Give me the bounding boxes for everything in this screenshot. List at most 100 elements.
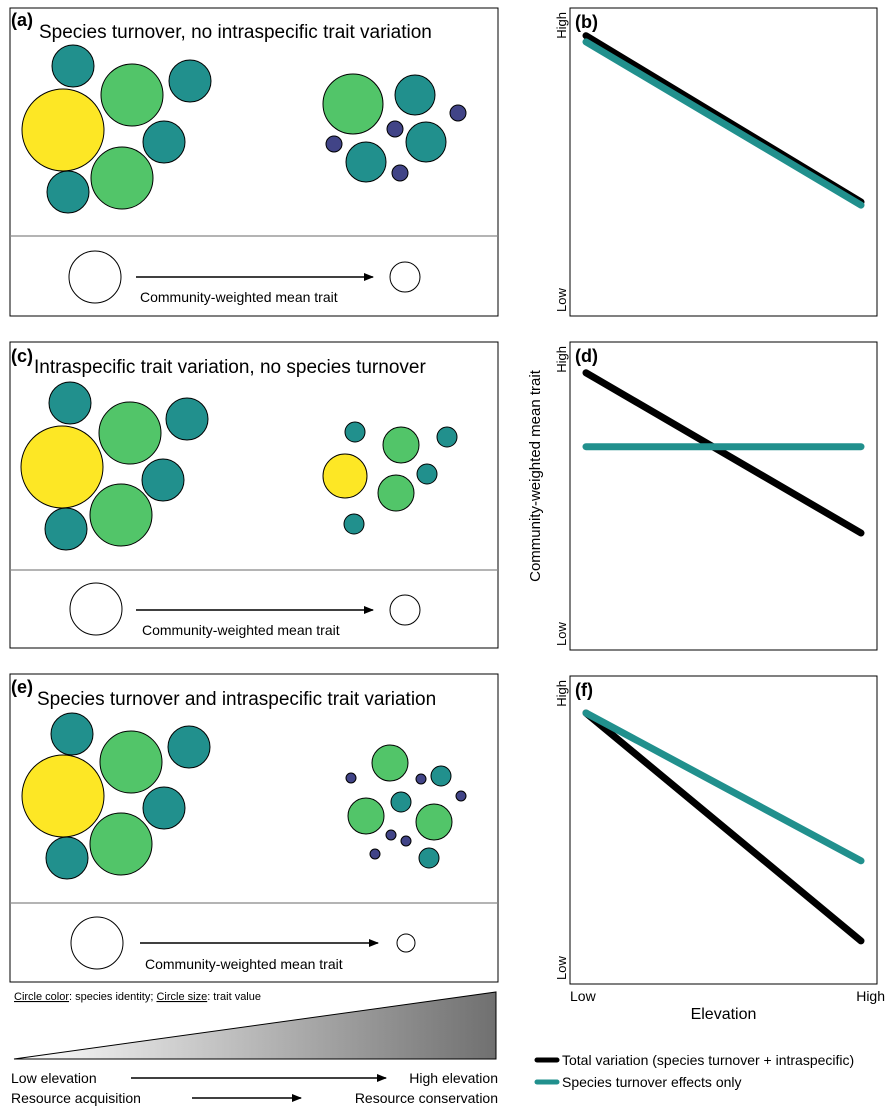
species-circle-teal [165,397,209,441]
chart-f-x-tick-high: High [856,988,885,1004]
species-circle-green [89,812,153,876]
chart-d-series-total [582,369,865,537]
species-circle-teal [394,74,436,116]
species-circle-purple [386,120,404,138]
species-circle-teal [44,507,88,551]
panel-e-title: Species turnover and intraspecific trait… [37,689,436,710]
species-circle-yellow [21,754,105,838]
circle-size-label: Circle size [156,991,207,1003]
species-circle-teal [168,59,212,103]
species-circle-teal [141,458,185,502]
panel-c-cwm-label: Community-weighted mean trait [142,622,340,638]
chart-f-y-tick-low: Low [554,956,569,980]
species-circle-green [322,73,384,135]
cwm-circle-small [389,594,421,626]
species-circle-green [100,63,164,127]
species-circle-teal [48,381,92,425]
species-circle-green [382,426,420,464]
chart-b-frame [569,7,878,317]
species-circle-green [99,730,163,794]
species-circle-teal [46,170,90,214]
cwm-circle-large [69,582,123,636]
cwm-circle-large [68,250,122,304]
panel-a-circles [21,44,467,214]
species-circle-purple [415,773,427,785]
species-circle-green [347,797,385,835]
species-circle-purple [345,772,357,784]
chart-b-letter: (b) [575,12,598,32]
species-circle-teal [167,725,211,769]
species-circle-teal [418,847,440,869]
chart-d: (d) Low High Community-weighted mean trait [527,341,878,651]
chart-d-frame [569,341,878,651]
chart-f: (f) Low High Low High Elevation [554,675,885,1023]
panel-e-circles [21,712,467,880]
panel-c-letter: (c) [11,346,33,366]
panel-c-title: Intraspecific trait variation, no specie… [34,357,426,378]
circle-caption: Circle color: species identity; Circle s… [14,991,261,1003]
chart-b-series-turnover [582,38,865,209]
circle-color-text: : species identity; [69,991,156,1003]
species-circle-teal [405,121,447,163]
species-circle-green [98,401,162,465]
panel-a-cwm-label: Community-weighted mean trait [140,289,338,305]
species-circle-teal [436,426,458,448]
species-circle-teal [51,44,95,88]
species-circle-teal [416,463,438,485]
chart-f-x-axis-label: Elevation [691,1006,757,1023]
chart-b: (b) Low High [554,7,878,317]
species-circle-purple [400,835,412,847]
species-circle-yellow [322,453,368,499]
panel-a-title: Species turnover, no intraspecific trait… [39,22,432,43]
chart-b-y-tick-high: High [554,12,569,39]
circle-color-label: Circle color [14,991,69,1003]
resource-acquisition-label: Resource acquisition [11,1090,141,1106]
species-circle-teal [390,791,412,813]
species-circle-green [377,474,415,512]
line-charts: (b) Low High (d) Low High Community-weighted m… [527,7,885,1023]
species-circle-green [90,146,154,210]
high-elevation-label: High elevation [409,1070,498,1086]
chart-f-y-tick-high: High [554,680,569,707]
species-circle-teal [343,513,365,535]
low-elevation-label: Low elevation [11,1070,97,1086]
species-circle-purple [385,829,397,841]
species-circle-purple [325,135,343,153]
species-circle-yellow [20,425,104,509]
panel-e: (e) Species turnover and intraspecific t… [9,673,499,983]
species-circle-purple [455,790,467,802]
species-circle-teal [344,421,366,443]
chart-legend: Total variation (species turnover + intr… [534,1052,854,1090]
species-circle-teal [45,836,89,880]
chart-f-series-total [582,709,865,945]
species-circle-teal [142,120,186,164]
species-circle-green [89,483,153,547]
panel-c-frame [9,341,499,649]
species-circle-purple [391,164,409,182]
species-circle-teal [142,786,186,830]
panel-a: (a) Species turnover, no intraspecific t… [9,7,499,317]
cwm-circle-large [70,916,124,970]
chart-f-letter: (f) [575,680,593,700]
species-circle-yellow [21,88,105,172]
legend-label-total: Total variation (species turnover + intr… [562,1052,854,1068]
cwm-circle-small [389,261,421,293]
species-circle-teal [50,712,94,756]
resource-conservation-label: Resource conservation [355,1090,498,1106]
chart-d-y-tick-low: Low [554,622,569,646]
species-circle-purple [449,104,467,122]
chart-b-y-tick-low: Low [554,288,569,312]
panel-e-letter: (e) [11,677,33,697]
legend-label-turnover: Species turnover effects only [562,1074,742,1090]
chart-d-y-axis-label: Community-weighted mean trait [527,369,544,582]
panel-c-circles [20,381,458,551]
species-circle-purple [369,848,381,860]
panel-e-cwm-label: Community-weighted mean trait [145,956,343,972]
chart-f-x-tick-low: Low [570,988,597,1004]
species-circle-green [371,744,409,782]
elevation-gradient-wedge [13,991,497,1060]
chart-d-y-tick-high: High [554,346,569,373]
panel-a-frame [9,7,499,317]
species-circle-teal [345,141,387,183]
